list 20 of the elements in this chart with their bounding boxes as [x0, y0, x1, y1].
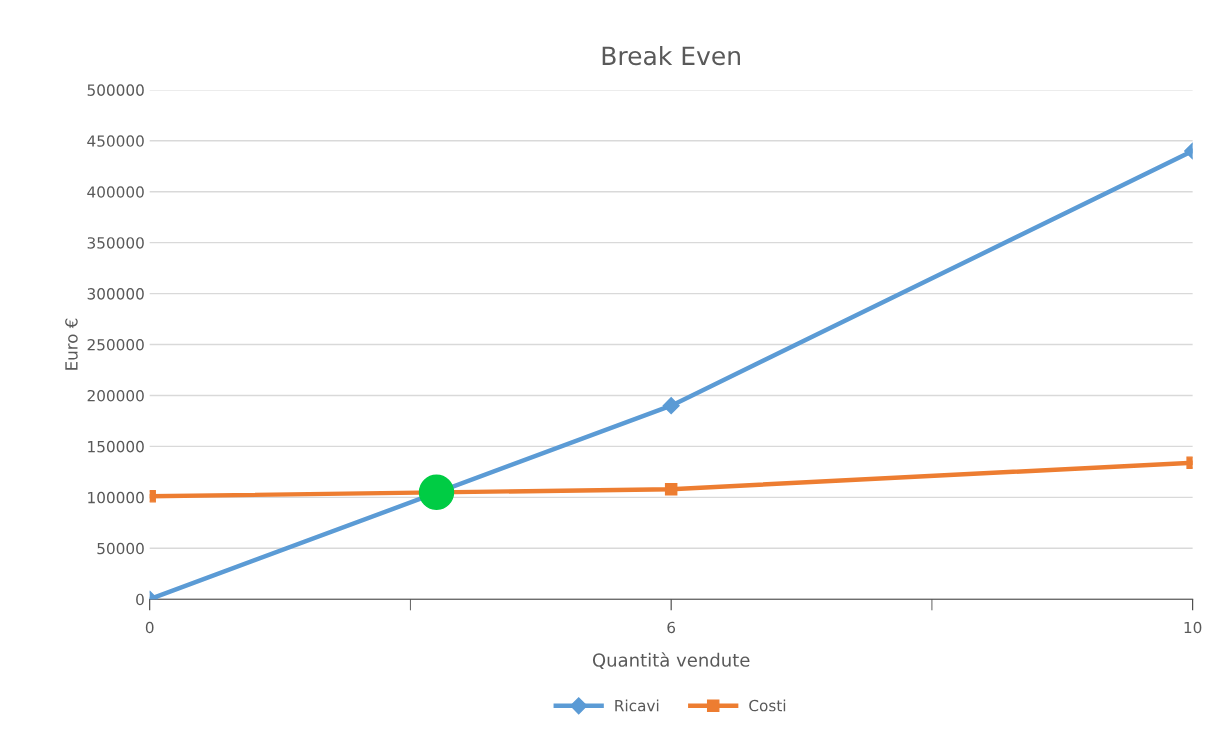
y-tick-label: 0 — [136, 593, 144, 606]
y-tick-label: 200000 — [87, 389, 144, 402]
y-tick-label: 500000 — [87, 84, 144, 96]
y-tick-label: 350000 — [87, 237, 144, 249]
y-tick-label: 50000 — [97, 542, 144, 555]
x-tick-label: 6 — [667, 621, 676, 634]
x-axis-title: Quantità vendute — [592, 652, 750, 669]
y-tick-label: 300000 — [87, 288, 144, 300]
y-tick-label: 250000 — [87, 339, 144, 351]
y-tick-label: 150000 — [88, 440, 144, 453]
y-tick-label: 450000 — [87, 135, 144, 147]
x-tick-label: 10 — [1184, 621, 1202, 634]
y-tick-label: 100000 — [88, 491, 144, 504]
y-tick-label: 400000 — [87, 186, 144, 198]
legend-label: Ricavi — [615, 699, 659, 712]
chart-title: Break Even — [602, 45, 740, 66]
x-tick-label: 0 — [145, 621, 154, 634]
point — [418, 474, 455, 510]
legend-label: Costi — [749, 699, 786, 712]
y-axis-title: Euro € — [65, 318, 78, 370]
